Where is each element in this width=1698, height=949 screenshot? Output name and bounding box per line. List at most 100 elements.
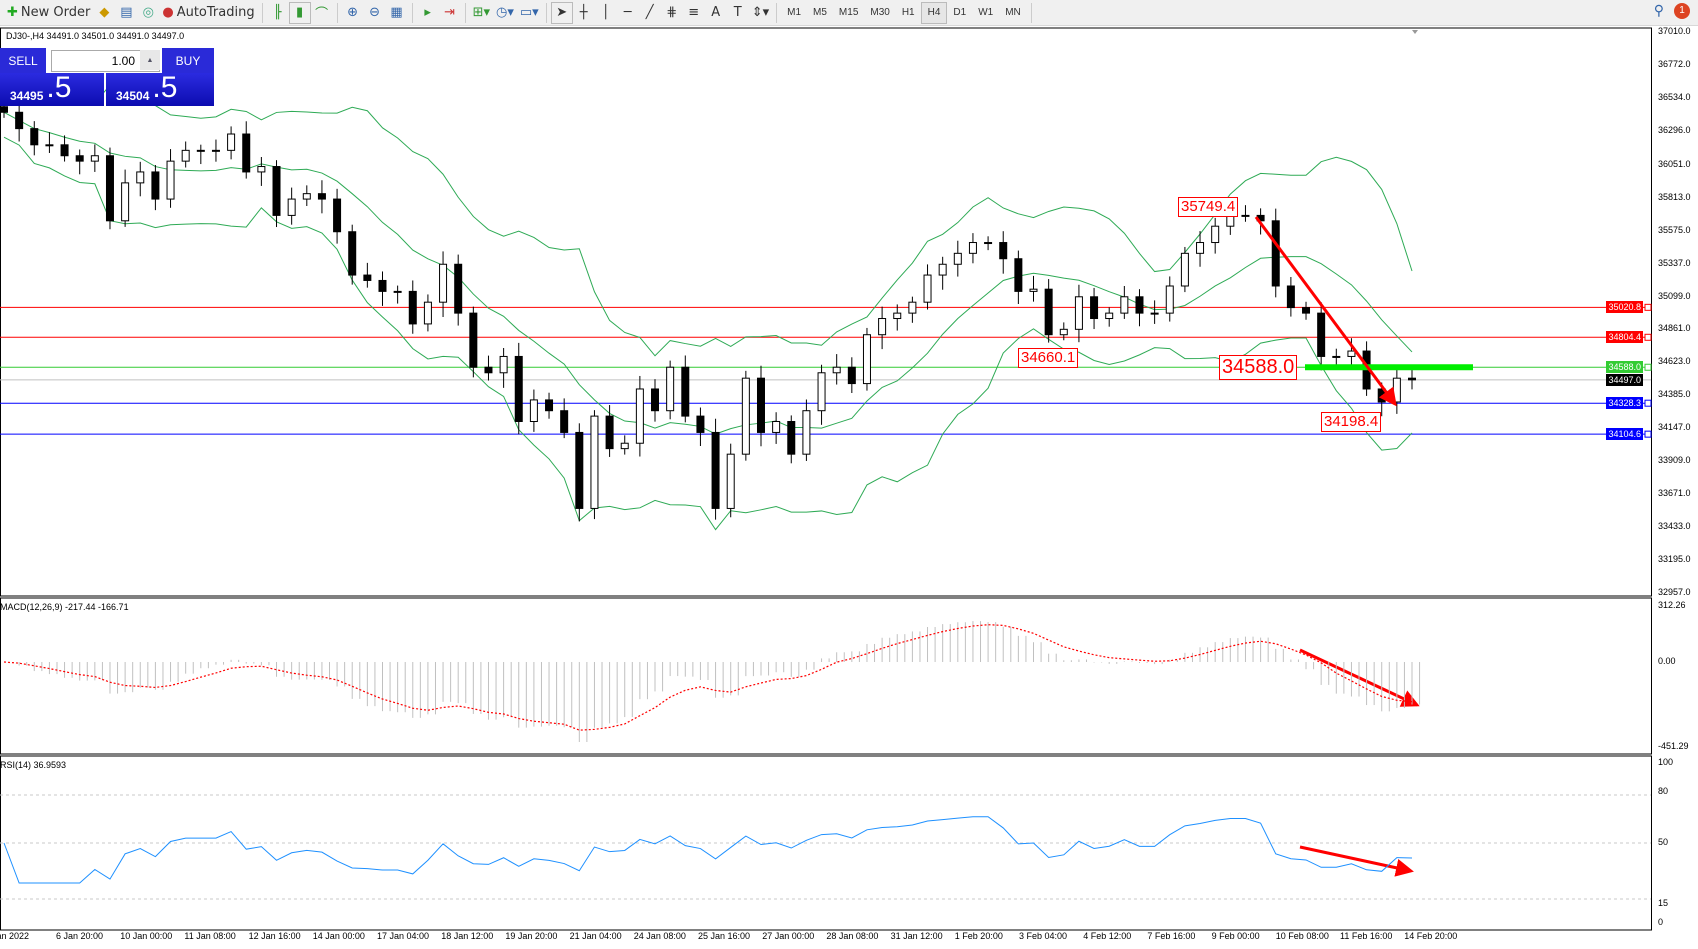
candle-body bbox=[893, 312, 902, 320]
timeframe-m5[interactable]: M5 bbox=[813, 7, 827, 18]
separator bbox=[261, 2, 263, 23]
candle-body bbox=[832, 366, 841, 374]
timeframe-d1[interactable]: D1 bbox=[953, 7, 967, 18]
candle-body bbox=[1090, 296, 1099, 320]
line-handle bbox=[1644, 303, 1652, 311]
buy-button[interactable]: BUY bbox=[162, 48, 214, 73]
line-handle bbox=[1644, 399, 1652, 407]
high-annotation[interactable]: 35749.4 bbox=[1178, 197, 1239, 217]
candle-body bbox=[726, 453, 735, 509]
sell-price[interactable]: 34495.5 bbox=[0, 73, 104, 106]
rsi-line bbox=[3, 816, 1413, 884]
tile-windows-icon[interactable]: ▦ bbox=[390, 5, 403, 20]
separator bbox=[1030, 2, 1032, 23]
price-axis-label: 33909.0 bbox=[1658, 455, 1691, 466]
candle-body bbox=[1135, 296, 1144, 314]
line-handle bbox=[1644, 430, 1652, 438]
candle-body bbox=[378, 279, 387, 292]
candle-body bbox=[257, 166, 266, 173]
market-watch-icon[interactable]: ◆ bbox=[99, 5, 110, 20]
timeframe-mn[interactable]: MN bbox=[1005, 7, 1021, 18]
timeframe-m1[interactable]: M1 bbox=[787, 7, 802, 18]
candle-body bbox=[711, 431, 720, 509]
price-axis-label: 32957.0 bbox=[1658, 587, 1691, 597]
time-axis-label: 31 Jan 12:00 bbox=[890, 931, 943, 941]
candle-body bbox=[908, 301, 917, 314]
candle-body bbox=[317, 193, 326, 200]
time-axis-label: 7 Feb 16:00 bbox=[1147, 931, 1196, 941]
candle-body bbox=[772, 421, 781, 433]
autotrading-button[interactable]: ● AutoTrading bbox=[162, 5, 255, 20]
fibo-fan-icon[interactable]: ≡ bbox=[688, 5, 700, 20]
lot-increase-button[interactable]: ▲ bbox=[140, 50, 160, 70]
text-label-icon[interactable]: T bbox=[733, 5, 742, 20]
zoom-in-icon[interactable]: ⊕ bbox=[347, 5, 359, 20]
candle-body bbox=[302, 193, 311, 200]
candle-body bbox=[1226, 214, 1235, 227]
templates-icon[interactable]: ▭▾ bbox=[519, 5, 539, 20]
timeframe-m30[interactable]: M30 bbox=[870, 7, 890, 18]
level-annotation[interactable]: 34588.0 bbox=[1219, 355, 1298, 380]
candle-body bbox=[408, 290, 417, 325]
crosshair-icon[interactable]: ┼ bbox=[579, 5, 588, 20]
line-handle bbox=[1644, 363, 1652, 371]
bar-chart-icon[interactable]: ╟ bbox=[273, 5, 282, 20]
lot-size-input[interactable]: 1.00 bbox=[51, 50, 160, 72]
time-axis-label: 28 Jan 08:00 bbox=[826, 931, 879, 941]
data-window-icon[interactable]: ▤ bbox=[120, 5, 133, 20]
vertical-line-icon[interactable]: │ bbox=[601, 5, 610, 20]
buy-price[interactable]: 34504.5 bbox=[106, 73, 214, 106]
candle-body bbox=[999, 242, 1008, 260]
candlestick-icon[interactable]: ▮ bbox=[288, 1, 311, 24]
sell-button[interactable]: SELL bbox=[0, 48, 46, 73]
bollinger-upper bbox=[3, 84, 1413, 357]
zoom-out-icon[interactable]: ⊖ bbox=[369, 5, 381, 20]
new-order-button[interactable]: ✚ New Order bbox=[7, 5, 91, 20]
text-icon[interactable]: A bbox=[711, 5, 721, 20]
line-chart-icon[interactable]: ⌒ bbox=[315, 7, 329, 22]
symbol-ohlc-label: DJ30-,H4 34491.0 34501.0 34491.0 34497.0 bbox=[6, 31, 185, 41]
chart-area[interactable] bbox=[0, 26, 1698, 949]
candle-body bbox=[514, 355, 523, 423]
trendline-icon[interactable]: ╱ bbox=[645, 5, 654, 20]
timeframe-h4[interactable]: H4 bbox=[920, 1, 948, 24]
indicators-icon[interactable]: ⊞▾ bbox=[472, 5, 490, 20]
bollinger-middle bbox=[3, 111, 1413, 435]
timeframe-m15[interactable]: M15 bbox=[838, 7, 859, 18]
fibo-icon[interactable]: ⋕ bbox=[666, 5, 678, 20]
cursor-icon[interactable]: ➤ bbox=[550, 1, 573, 24]
candle-body bbox=[469, 312, 478, 368]
candle-body bbox=[1074, 296, 1083, 330]
macd-label: MACD(12,26,9) -217.44 -166.71 bbox=[0, 602, 129, 612]
horizontal-line-icon[interactable]: ─ bbox=[623, 5, 632, 20]
line-price-label: 34104.6 bbox=[1606, 428, 1643, 441]
candle-body bbox=[1332, 355, 1341, 358]
macd-axis-bottom: -451.29 bbox=[1658, 741, 1689, 751]
time-axis-label: 17 Jan 04:00 bbox=[377, 931, 430, 941]
arrows-icon[interactable]: ⇕▾ bbox=[751, 5, 770, 20]
time-axis-label: 14 Jan 00:00 bbox=[312, 931, 365, 941]
price-axis-label: 35813.0 bbox=[1658, 191, 1691, 202]
periods-icon[interactable]: ◷▾ bbox=[496, 5, 514, 20]
candle-body bbox=[287, 198, 296, 216]
timeframes: M1 M5 M15 M30 H1 H4 D1 W1 MN bbox=[781, 1, 1027, 24]
low-annotation-left[interactable]: 34660.1 bbox=[1018, 348, 1079, 368]
candle-body bbox=[968, 242, 977, 254]
auto-scroll-icon[interactable]: ▸ bbox=[424, 5, 431, 20]
candle-body bbox=[938, 263, 947, 276]
level-zone-bar bbox=[1305, 364, 1473, 371]
candle-body bbox=[635, 388, 644, 444]
candle-body bbox=[30, 128, 39, 146]
timeframe-h1[interactable]: H1 bbox=[901, 7, 915, 18]
search-icon[interactable]: ⚲ bbox=[1653, 2, 1664, 18]
candle-body bbox=[862, 334, 871, 385]
notification-badge[interactable]: 1 bbox=[1674, 2, 1690, 19]
chart-shift-icon[interactable]: ⇥ bbox=[444, 5, 456, 20]
rsi-trend-arrow bbox=[1299, 845, 1414, 877]
separator bbox=[545, 2, 547, 23]
navigator-icon[interactable]: ◎ bbox=[142, 5, 155, 20]
low-annotation[interactable]: 34198.4 bbox=[1321, 412, 1382, 432]
candle-body bbox=[802, 410, 811, 455]
timeframe-w1[interactable]: W1 bbox=[978, 7, 994, 18]
candle-body bbox=[1059, 328, 1068, 336]
